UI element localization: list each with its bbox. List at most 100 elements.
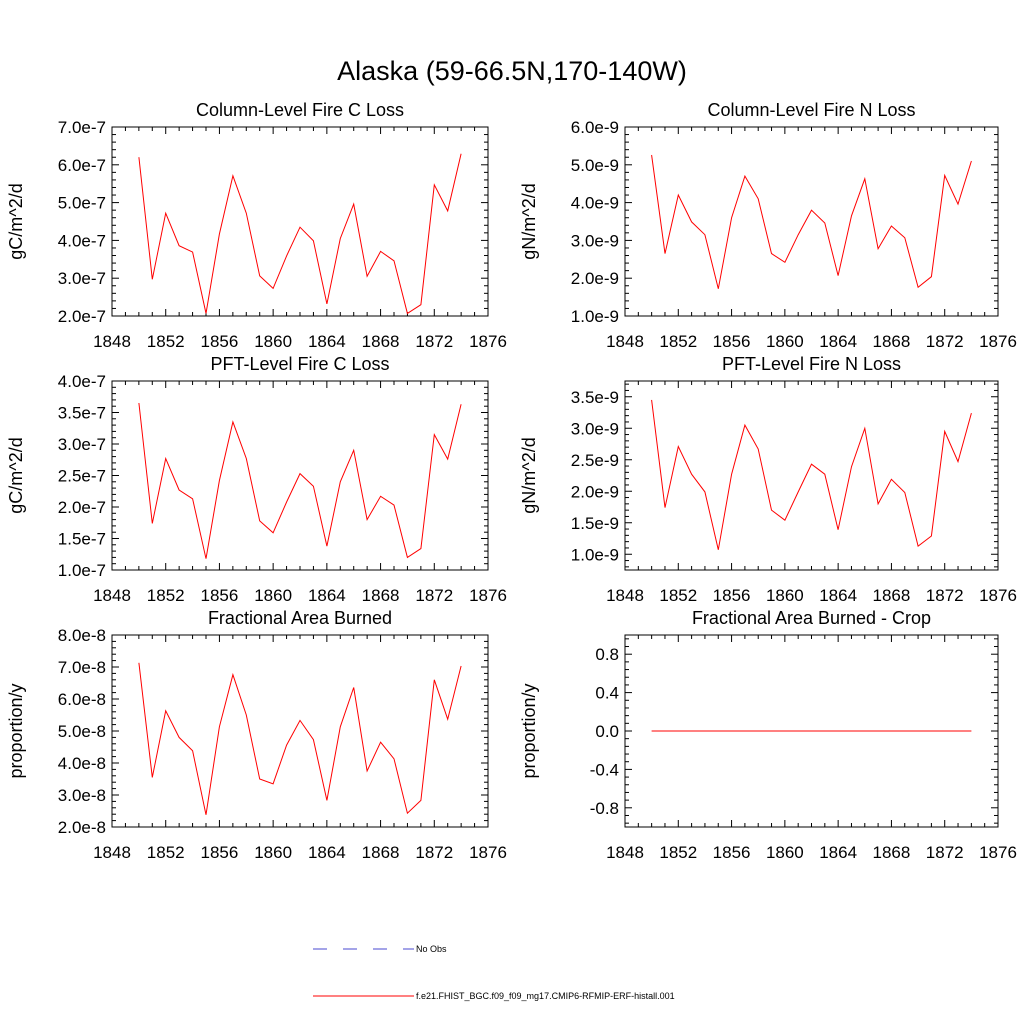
y-tick-label: 2.0e-7 xyxy=(58,307,106,326)
y-tick-label: 0.8 xyxy=(595,645,619,664)
series-line xyxy=(651,154,972,289)
x-tick-label: 1868 xyxy=(362,586,400,605)
x-tick-label: 1852 xyxy=(147,332,185,351)
y-tick-label: 6.0e-8 xyxy=(58,690,106,709)
y-tick-label: 0.4 xyxy=(595,684,619,703)
series-line xyxy=(138,402,462,559)
x-tick-label: 1848 xyxy=(93,586,131,605)
x-tick-label: 1872 xyxy=(415,586,453,605)
chart-title: Column-Level Fire C Loss xyxy=(196,100,404,120)
series-line xyxy=(651,399,972,550)
y-tick-label: 2.5e-7 xyxy=(58,467,106,486)
y-axis-label: gN/m^2/d xyxy=(519,437,539,513)
legend: No Obs f.e21.FHIST_BGC.f09_f09_mg17.CMIP… xyxy=(313,944,675,1001)
x-tick-label: 1848 xyxy=(606,843,644,862)
y-tick-label: 5.0e-8 xyxy=(58,722,106,741)
x-tick-label: 1876 xyxy=(979,586,1017,605)
x-tick-label: 1872 xyxy=(926,586,964,605)
x-tick-label: 1852 xyxy=(147,843,185,862)
panel-column-c-loss: Column-Level Fire C Loss gC/m^2/d 1848 1852… xyxy=(6,100,507,351)
y-tick-label: 3.5e-9 xyxy=(571,388,619,407)
x-tick-label: 1852 xyxy=(659,843,697,862)
y-tick-label: 2.5e-9 xyxy=(571,451,619,470)
y-tick-label: -0.4 xyxy=(590,760,619,779)
x-tick-label: 1872 xyxy=(415,843,453,862)
x-tick-label: 1864 xyxy=(819,586,857,605)
x-tick-label: 1876 xyxy=(469,843,507,862)
series-line xyxy=(138,662,462,815)
y-tick-label: 7.0e-8 xyxy=(58,658,106,677)
y-tick-label: 1.0e-7 xyxy=(58,561,106,580)
y-axis-label: gN/m^2/d xyxy=(519,183,539,259)
y-tick-label: 4.0e-9 xyxy=(571,194,619,213)
y-tick-label: 2.0e-9 xyxy=(571,269,619,288)
y-tick-label: 3.0e-7 xyxy=(58,435,106,454)
x-tick-label: 1864 xyxy=(308,843,346,862)
y-axis-label: proportion/y xyxy=(519,683,539,778)
x-tick-label: 1860 xyxy=(254,586,292,605)
x-tick-label: 1876 xyxy=(979,332,1017,351)
y-axis-label: gC/m^2/d xyxy=(6,183,26,259)
chart-title: PFT-Level Fire C Loss xyxy=(210,354,389,374)
x-tick-label: 1860 xyxy=(766,586,804,605)
plot-frame xyxy=(111,380,489,571)
panel-column-n-loss: Column-Level Fire N Loss gN/m^2/d 1848 1852… xyxy=(519,100,1017,351)
plot-frame xyxy=(624,380,999,571)
y-tick-label: 3.0e-7 xyxy=(58,269,106,288)
y-tick-label: 1.0e-9 xyxy=(571,307,619,326)
x-tick-label: 1860 xyxy=(254,332,292,351)
x-tick-label: 1856 xyxy=(713,586,751,605)
y-tick-label: 0.0 xyxy=(595,722,619,741)
x-tick-label: 1872 xyxy=(926,843,964,862)
chart-title: Fractional Area Burned xyxy=(208,608,392,628)
panel-fractional-area-burned-crop: Fractional Area Burned - Crop proportion/… xyxy=(519,608,1017,862)
panel-pft-n-loss: PFT-Level Fire N Loss gN/m^2/d 1848 1852 185… xyxy=(519,354,1017,605)
y-tick-label: 2.0e-7 xyxy=(58,498,106,517)
x-tick-label: 1868 xyxy=(362,332,400,351)
y-tick-label: 1.5e-9 xyxy=(571,514,619,533)
y-tick-label: 8.0e-8 xyxy=(58,626,106,645)
x-tick-label: 1872 xyxy=(926,332,964,351)
x-tick-label: 1856 xyxy=(201,586,239,605)
y-axis-label: proportion/y xyxy=(6,683,26,778)
x-tick-label: 1864 xyxy=(308,332,346,351)
y-tick-label: 3.0e-9 xyxy=(571,231,619,250)
legend-model-label: f.e21.FHIST_BGC.f09_f09_mg17.CMIP6-RFMIP… xyxy=(416,991,675,1001)
x-tick-label: 1872 xyxy=(415,332,453,351)
y-tick-label: 7.0e-7 xyxy=(58,118,106,137)
x-tick-label: 1864 xyxy=(819,843,857,862)
plot-frame xyxy=(624,126,999,317)
y-tick-label: 2.0e-9 xyxy=(571,482,619,501)
x-tick-label: 1848 xyxy=(93,332,131,351)
x-tick-label: 1856 xyxy=(201,843,239,862)
figure-title: Alaska (59-66.5N,170-140W) xyxy=(337,56,687,86)
x-tick-label: 1860 xyxy=(254,843,292,862)
y-tick-label: 6.0e-7 xyxy=(58,156,106,175)
y-tick-label: 5.0e-7 xyxy=(58,194,106,213)
x-tick-label: 1860 xyxy=(766,332,804,351)
x-tick-label: 1868 xyxy=(362,843,400,862)
x-tick-label: 1876 xyxy=(979,843,1017,862)
x-tick-label: 1852 xyxy=(147,586,185,605)
y-axis-label: gC/m^2/d xyxy=(6,437,26,513)
x-tick-label: 1876 xyxy=(469,586,507,605)
chart-title: Fractional Area Burned - Crop xyxy=(692,608,931,628)
x-tick-label: 1876 xyxy=(469,332,507,351)
y-tick-label: 6.0e-9 xyxy=(571,118,619,137)
chart-title: Column-Level Fire N Loss xyxy=(707,100,915,120)
x-tick-label: 1856 xyxy=(201,332,239,351)
y-tick-label: 4.0e-8 xyxy=(58,754,106,773)
x-tick-label: 1852 xyxy=(659,332,697,351)
x-tick-label: 1868 xyxy=(873,332,911,351)
x-tick-label: 1856 xyxy=(713,332,751,351)
y-tick-label: 3.5e-7 xyxy=(58,404,106,423)
legend-obs-label: No Obs xyxy=(416,944,447,954)
plot-frame xyxy=(111,634,489,828)
x-tick-label: 1848 xyxy=(606,332,644,351)
x-tick-label: 1864 xyxy=(819,332,857,351)
y-tick-label: 1.5e-7 xyxy=(58,530,106,549)
x-tick-label: 1868 xyxy=(873,586,911,605)
x-tick-label: 1856 xyxy=(713,843,751,862)
panel-pft-c-loss: PFT-Level Fire C Loss gC/m^2/d 1848 1852 185… xyxy=(6,354,507,605)
